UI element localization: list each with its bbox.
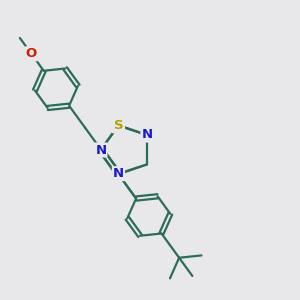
- Text: N: N: [141, 128, 153, 142]
- Text: N: N: [113, 167, 124, 180]
- Text: N: N: [113, 119, 124, 132]
- Text: S: S: [114, 118, 123, 132]
- Text: O: O: [26, 47, 37, 60]
- Text: N: N: [95, 143, 106, 157]
